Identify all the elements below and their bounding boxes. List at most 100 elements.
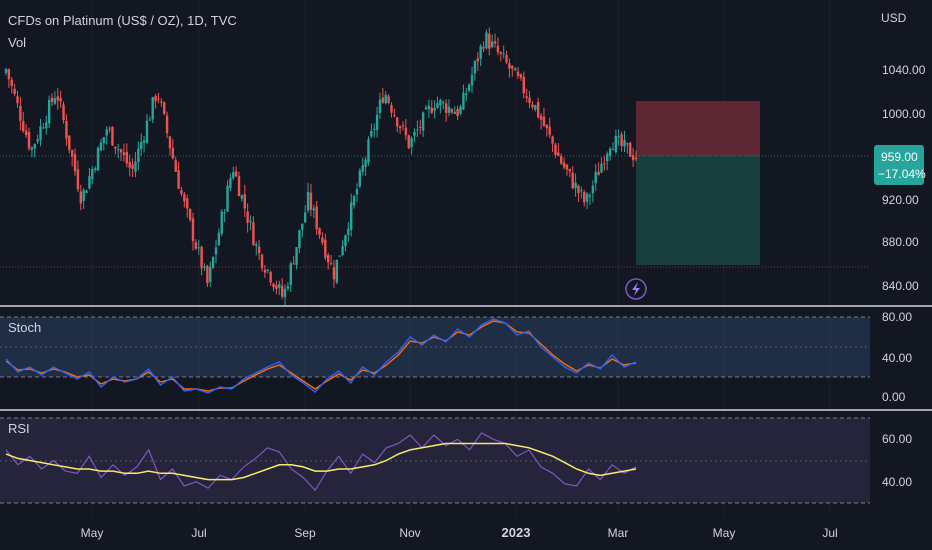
- candle-body: [496, 45, 500, 53]
- candle-body: [145, 120, 149, 143]
- candle-body: [534, 104, 537, 110]
- candle-body: [542, 116, 546, 126]
- candle-body: [401, 125, 405, 127]
- candle-body: [125, 151, 129, 164]
- candle-body: [433, 108, 436, 111]
- candle-body: [442, 102, 445, 104]
- candle-body: [102, 137, 106, 144]
- candle-body: [381, 97, 385, 103]
- candle-body: [7, 69, 11, 80]
- candle-body: [502, 53, 505, 55]
- candle-body: [557, 152, 560, 157]
- candle-body: [116, 148, 120, 150]
- lightning-icon[interactable]: [625, 278, 647, 300]
- candle-body: [450, 109, 454, 113]
- candle-body: [583, 192, 586, 203]
- volume-label: Vol: [8, 35, 26, 50]
- candle-body: [194, 242, 198, 249]
- candle-body: [197, 247, 200, 249]
- time-label: Jul: [822, 526, 837, 540]
- candle-body: [128, 162, 131, 168]
- candle-body: [424, 107, 428, 110]
- candle-body: [545, 124, 549, 129]
- candle-body: [505, 55, 508, 63]
- rsi-label: RSI: [8, 421, 30, 436]
- rsi-ma-line: [5, 442, 637, 481]
- candle-body: [27, 131, 31, 149]
- candle-body: [347, 228, 350, 235]
- candle-body: [183, 194, 186, 202]
- candle-body: [488, 33, 491, 49]
- candle-body: [53, 98, 57, 104]
- candle-body: [286, 286, 290, 289]
- candle-body: [577, 185, 580, 193]
- candle-body: [508, 63, 511, 69]
- candle-body: [47, 99, 51, 124]
- candle-body: [459, 106, 462, 114]
- candle-body: [390, 105, 393, 113]
- price-tick: 840.00: [882, 279, 919, 293]
- time-label: Sep: [294, 526, 316, 540]
- candle-body: [373, 128, 376, 130]
- candle-body: [410, 138, 413, 147]
- candle-body: [33, 144, 36, 149]
- candle-body: [560, 155, 563, 164]
- stoch-pane: Stoch 80.00 40.00 0.00: [0, 310, 912, 404]
- candle-body: [467, 84, 471, 91]
- rsi-pane: RSI 60.00 40.00: [0, 417, 912, 504]
- candle-body: [629, 142, 632, 157]
- candle-body: [554, 144, 557, 155]
- candle-body: [122, 152, 126, 155]
- candle-body: [105, 129, 108, 136]
- candle-body: [70, 150, 74, 157]
- candle-body: [257, 246, 261, 254]
- candle-body: [404, 127, 408, 136]
- price-tick: 1040.00: [882, 63, 926, 77]
- candle-body: [352, 196, 356, 206]
- candle-body: [148, 119, 152, 121]
- candle-body: [413, 131, 416, 136]
- candle-body: [318, 228, 321, 235]
- candle-body: [393, 115, 396, 117]
- candle-body: [344, 235, 347, 247]
- candle-body: [45, 122, 48, 129]
- candle-body: [608, 148, 612, 156]
- candle-body: [85, 190, 88, 194]
- candle-body: [232, 172, 235, 179]
- candle-body: [108, 128, 111, 130]
- candle-body: [292, 263, 295, 265]
- candle-body: [536, 101, 540, 118]
- take-profit-zone[interactable]: [636, 156, 760, 265]
- candle-body: [519, 74, 523, 78]
- candle-body: [68, 135, 71, 150]
- candle-body: [324, 239, 327, 258]
- stop-loss-zone[interactable]: [636, 101, 760, 156]
- candle-body: [283, 288, 287, 298]
- candle-body: [249, 220, 252, 222]
- time-label: 2023: [502, 525, 531, 540]
- candle-body: [332, 267, 336, 280]
- candle-body: [482, 46, 485, 49]
- candle-body: [269, 272, 272, 283]
- candle-body: [220, 211, 223, 234]
- candle-body: [574, 182, 577, 189]
- candle-body: [419, 126, 422, 128]
- candle-body: [160, 101, 163, 103]
- candle-body: [525, 96, 528, 98]
- candle-body: [119, 149, 123, 153]
- candle-body: [13, 88, 16, 95]
- candle-body: [338, 255, 341, 257]
- candle-body: [470, 74, 474, 86]
- candle-body: [364, 159, 367, 167]
- candle-body: [370, 131, 373, 137]
- rsi-line: [5, 432, 637, 492]
- candle-body: [93, 168, 97, 170]
- candle-body: [96, 147, 100, 171]
- candle-body: [600, 163, 603, 173]
- candle-body: [200, 246, 203, 269]
- candle-body: [462, 92, 465, 110]
- short-position-tool[interactable]: [636, 101, 760, 265]
- candle-body: [511, 65, 514, 69]
- candle-body: [611, 149, 615, 151]
